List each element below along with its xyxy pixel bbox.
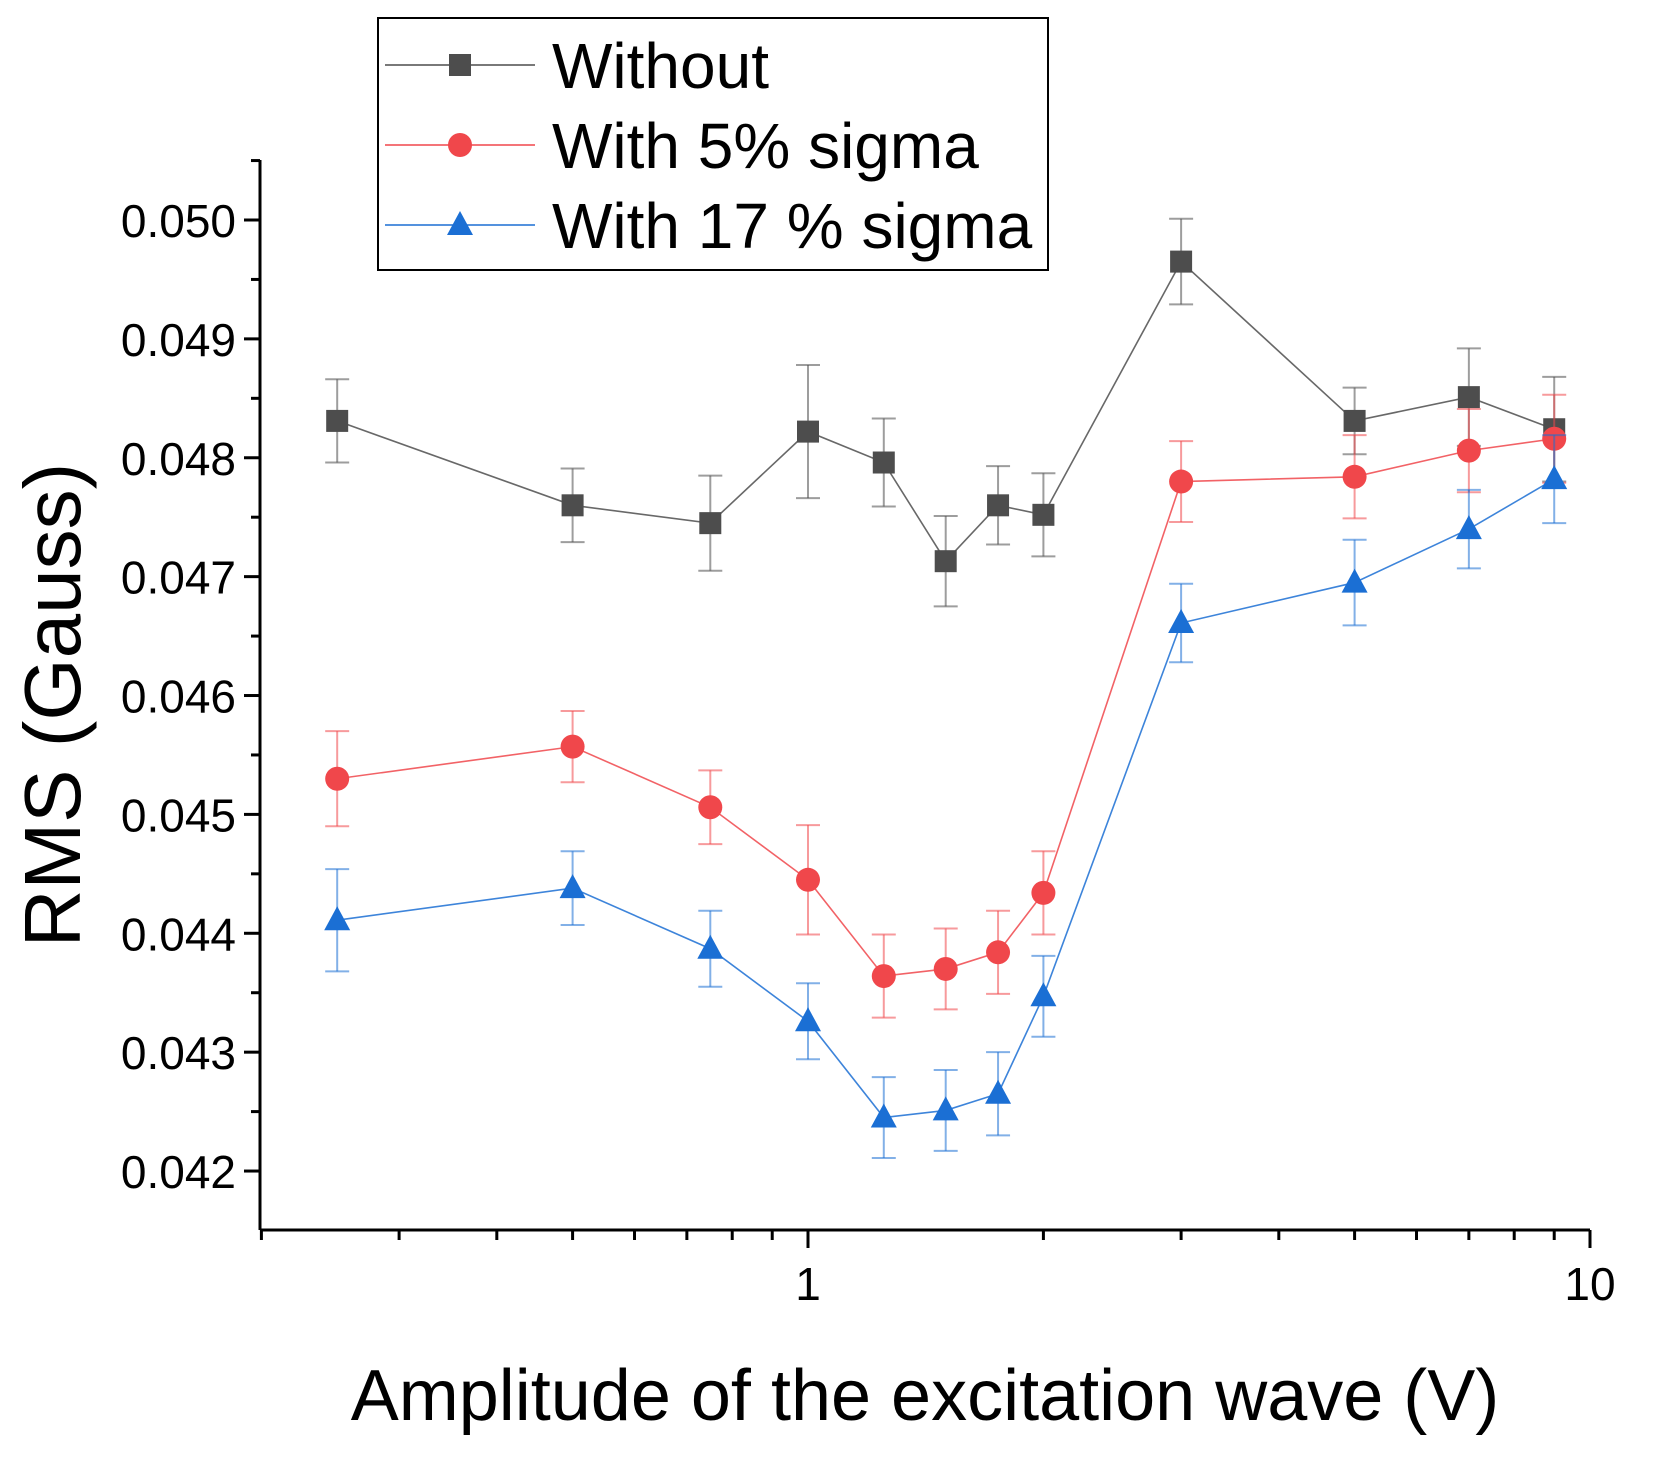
data-point-with-17-sigma — [324, 906, 351, 931]
data-point-with-5-sigma — [1456, 438, 1481, 463]
data-point-with-17-sigma — [985, 1079, 1012, 1104]
data-point-without — [797, 420, 819, 443]
data-point-without — [1343, 409, 1366, 432]
legend-label-with-5-sigma: With 5% sigma — [552, 110, 979, 182]
data-point-with-17-sigma — [559, 874, 586, 899]
data-point-without — [987, 494, 1010, 517]
data-point-with-17-sigma — [870, 1103, 897, 1128]
data-point-with-5-sigma — [325, 766, 350, 791]
data-point-with-17-sigma — [1030, 982, 1057, 1007]
data-point-with-5-sigma — [796, 867, 820, 892]
data-point-with-17-sigma — [1341, 568, 1368, 593]
plot-area — [324, 217, 1568, 1159]
x-tick-label: 1 — [795, 1258, 821, 1310]
series-0 — [325, 217, 1567, 608]
data-point-with-17-sigma — [697, 934, 724, 959]
y-tick-label: 0.047 — [121, 552, 236, 604]
y-tick-label: 0.043 — [121, 1027, 236, 1079]
x-tick-label: 10 — [1564, 1258, 1615, 1310]
data-point-without — [1170, 250, 1193, 273]
data-point-with-17-sigma — [1541, 465, 1568, 490]
data-point-with-17-sigma — [795, 1007, 821, 1032]
series-1 — [325, 393, 1567, 1019]
legend: Without With 5% sigma With 17 % sigma — [377, 17, 1049, 271]
data-point-with-5-sigma — [560, 734, 585, 759]
x-axis-label: Amplitude of the excitation wave (V) — [351, 1356, 1500, 1436]
series-line-with-17-sigma — [337, 478, 1555, 1119]
data-point-without — [934, 550, 957, 573]
y-tick-label: 0.046 — [121, 671, 236, 723]
series-line-with-5-sigma — [337, 437, 1555, 977]
y-axis-label: RMS (Gauss) — [8, 463, 97, 948]
y-tick-label: 0.044 — [121, 908, 236, 960]
data-point-with-17-sigma — [932, 1096, 959, 1121]
data-point-without — [326, 409, 349, 432]
data-point-without — [1457, 386, 1480, 409]
data-point-with-17-sigma — [1168, 609, 1195, 634]
series-2 — [324, 434, 1568, 1159]
legend-marker-with-5-sigma — [448, 133, 472, 157]
legend-marker-without — [449, 54, 471, 76]
legend-box — [377, 17, 1049, 271]
data-point-with-5-sigma — [1169, 469, 1194, 494]
y-tick-label: 0.045 — [121, 789, 236, 841]
data-point-with-5-sigma — [1031, 880, 1056, 905]
data-point-with-17-sigma — [1455, 515, 1482, 540]
y-tick-label: 0.048 — [121, 433, 236, 485]
data-point-with-5-sigma — [1342, 464, 1367, 489]
data-point-with-5-sigma — [698, 795, 723, 820]
data-point-with-5-sigma — [986, 940, 1011, 965]
axes: 0.042 0.043 0.044 0.045 0.046 0.047 0.048 0.049… — [121, 159, 1616, 1310]
series-line-without — [336, 260, 1555, 563]
y-tick-label: 0.049 — [121, 314, 236, 366]
data-point-without — [699, 512, 722, 535]
y-tick-label: 0.042 — [121, 1146, 236, 1198]
data-point-without — [1032, 503, 1055, 526]
legend-label-without: Without — [552, 30, 769, 102]
data-point-with-5-sigma — [871, 964, 896, 989]
data-point-without — [872, 451, 895, 474]
legend-marker-with-17-sigma — [447, 211, 473, 235]
legend-label-with-17-sigma: With 17 % sigma — [552, 190, 1033, 262]
data-point-without — [561, 494, 584, 517]
data-point-with-5-sigma — [933, 956, 958, 981]
y-tick-label: 0.050 — [121, 195, 236, 247]
